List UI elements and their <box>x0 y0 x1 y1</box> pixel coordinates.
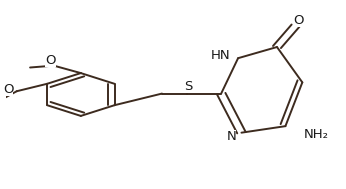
Text: N: N <box>227 129 236 143</box>
Text: S: S <box>184 80 193 93</box>
Text: HN: HN <box>211 50 231 62</box>
Text: NH₂: NH₂ <box>304 128 329 141</box>
Text: O: O <box>293 14 303 27</box>
Text: O: O <box>45 54 56 67</box>
Text: O: O <box>3 83 13 96</box>
